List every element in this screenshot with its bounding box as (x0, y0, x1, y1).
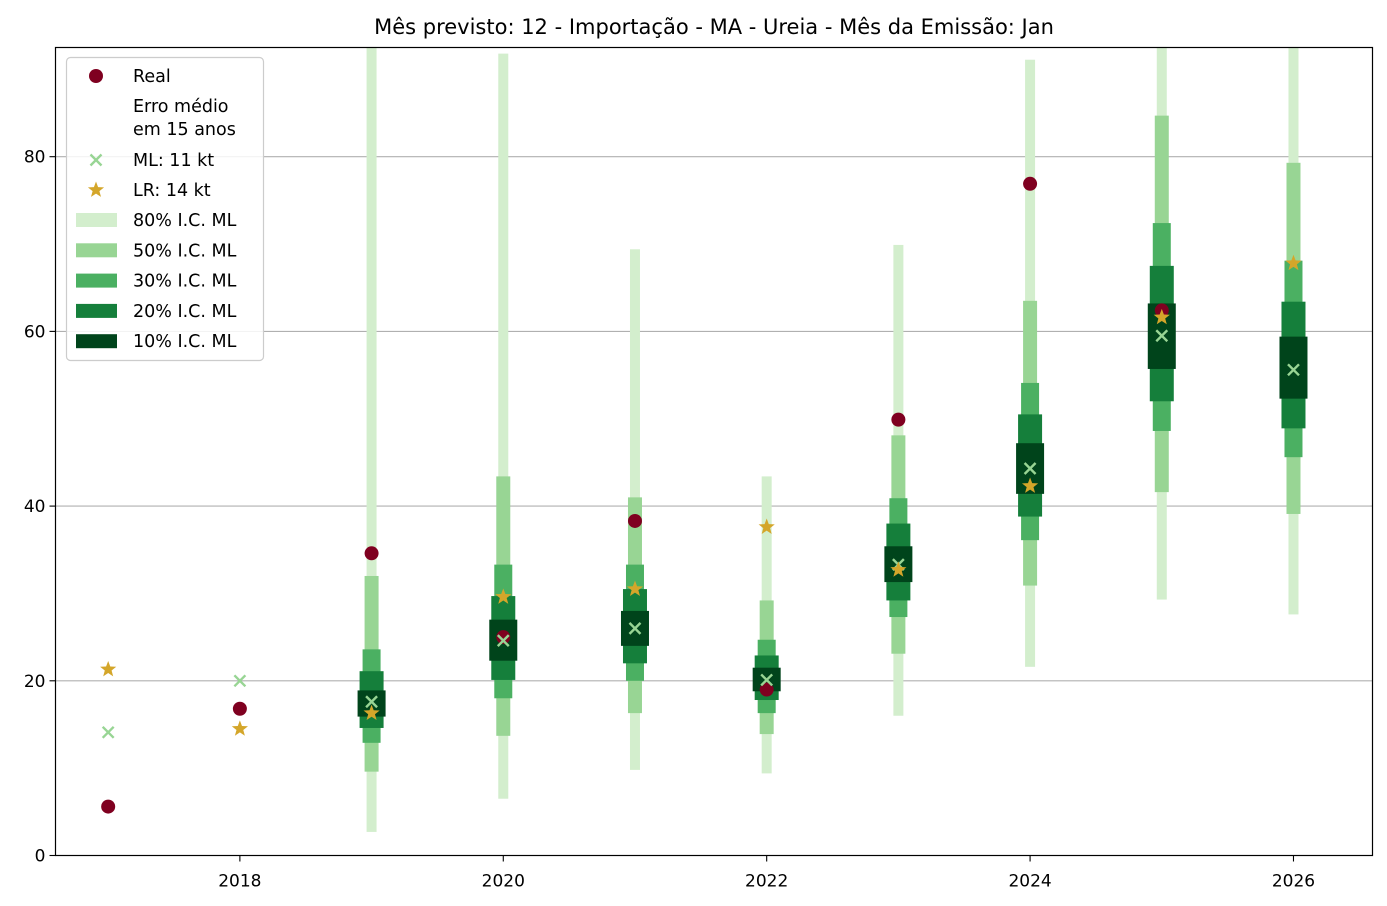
legend-label-lr: LR: 14 kt (133, 181, 211, 201)
point-x-2025 (1155, 329, 1169, 343)
point-star-2025 (1153, 308, 1170, 325)
y-tick-label-60: 60 (24, 322, 46, 342)
point-x-2026 (1287, 363, 1300, 377)
point-circle-2022 (759, 682, 774, 697)
legend-swatch-real (89, 69, 103, 83)
x-tick-label-2024: 2024 (1008, 872, 1051, 892)
point-x-2021 (628, 622, 642, 635)
legend-label-interval-20: 20% I.C. ML (133, 302, 237, 322)
point-circle-2019 (364, 546, 379, 561)
legend: Real Erro médio em 15 anos ML: 11 kt LR: 14 … (65, 56, 265, 362)
x-tick-label-2022: 2022 (745, 872, 788, 892)
point-x-2020-stroke-b (496, 634, 510, 647)
legend-swatch-interval-10 (76, 334, 117, 349)
y-tick-label-40: 40 (24, 497, 46, 517)
point-star-2019 (363, 704, 380, 720)
point-x-2019-stroke-b (365, 695, 378, 709)
legend-swatch-interval-20 (76, 303, 117, 318)
legend-note-line-2: em 15 anos (133, 120, 236, 140)
y-tick-label-20: 20 (24, 672, 46, 692)
interval-bar-10pct-2026 (1279, 336, 1308, 399)
interval-bar-80pct-2020 (498, 53, 509, 799)
chart-title: Mês previsto: 12 - Importação - MA - Ure… (374, 15, 1054, 39)
point-circle-2023 (891, 412, 906, 427)
point-x-2018 (233, 674, 247, 688)
point-star-2023 (890, 561, 907, 577)
point-x-2017-stroke-b (101, 725, 115, 739)
x-tick-label-2020: 2020 (482, 872, 525, 892)
legend-note-line-1: Erro médio (133, 97, 229, 117)
interval-bars (357, 47, 1308, 832)
y-tick-label-0: 0 (35, 847, 46, 867)
point-star-2020 (495, 588, 512, 604)
x-tick-label-2026: 2026 (1272, 872, 1315, 892)
point-x-2022-stroke-b (760, 673, 774, 687)
legend-swatch-interval-30 (76, 273, 117, 288)
point-circle-2017 (101, 799, 116, 814)
point-x-2019 (365, 695, 378, 709)
legend-label-interval-80: 80% I.C. ML (133, 211, 237, 231)
legend-swatch-lr (87, 181, 105, 197)
legend-swatch-interval-50 (76, 243, 117, 258)
grid (55, 156, 1373, 682)
y-tick-label-80: 80 (24, 148, 46, 168)
point-circle-2021 (627, 513, 642, 528)
legend-swatch-ml (89, 153, 103, 167)
point-star-2021 (626, 580, 644, 596)
point-x-2021-stroke-b (628, 622, 642, 635)
point-circle-2020 (496, 630, 511, 645)
point-x-2026-stroke-b (1287, 363, 1300, 377)
interval-bar-80pct-2019 (366, 47, 377, 832)
point-star-2022 (758, 518, 775, 534)
point-x-2018-stroke-b (233, 674, 247, 688)
legend-swatch-interval-80 (76, 213, 117, 227)
point-x-2020 (496, 634, 510, 647)
data-markers (100, 176, 1302, 814)
x-tick-label-2018: 2018 (218, 872, 261, 892)
point-star-2024 (1022, 477, 1039, 493)
point-circle-2024 (1023, 176, 1038, 191)
legend-label-real: Real (133, 67, 171, 87)
point-x-2025-stroke-b (1155, 329, 1169, 343)
point-circle-2018 (232, 701, 247, 716)
point-x-2022 (760, 673, 774, 687)
legend-label-ml: ML: 11 kt (133, 151, 214, 171)
plot-frame (54, 46, 1374, 857)
legend-label-interval-50: 50% I.C. ML (133, 241, 237, 261)
point-star-2026 (1285, 254, 1302, 271)
point-x-2024-stroke-b (1023, 462, 1037, 475)
legend-label-interval-10: 10% I.C. ML (133, 332, 237, 352)
legend-label-interval-30: 30% I.C. ML (133, 272, 237, 292)
point-x-2024 (1023, 462, 1037, 475)
axes: 0 20 40 60 80 2018 2020 2022 2024 2026 (24, 148, 1315, 892)
point-x-2017 (101, 725, 115, 739)
legend-swatch-ml-stroke-b (89, 153, 103, 167)
point-star-2017 (100, 660, 117, 677)
point-star-2018 (231, 720, 248, 736)
